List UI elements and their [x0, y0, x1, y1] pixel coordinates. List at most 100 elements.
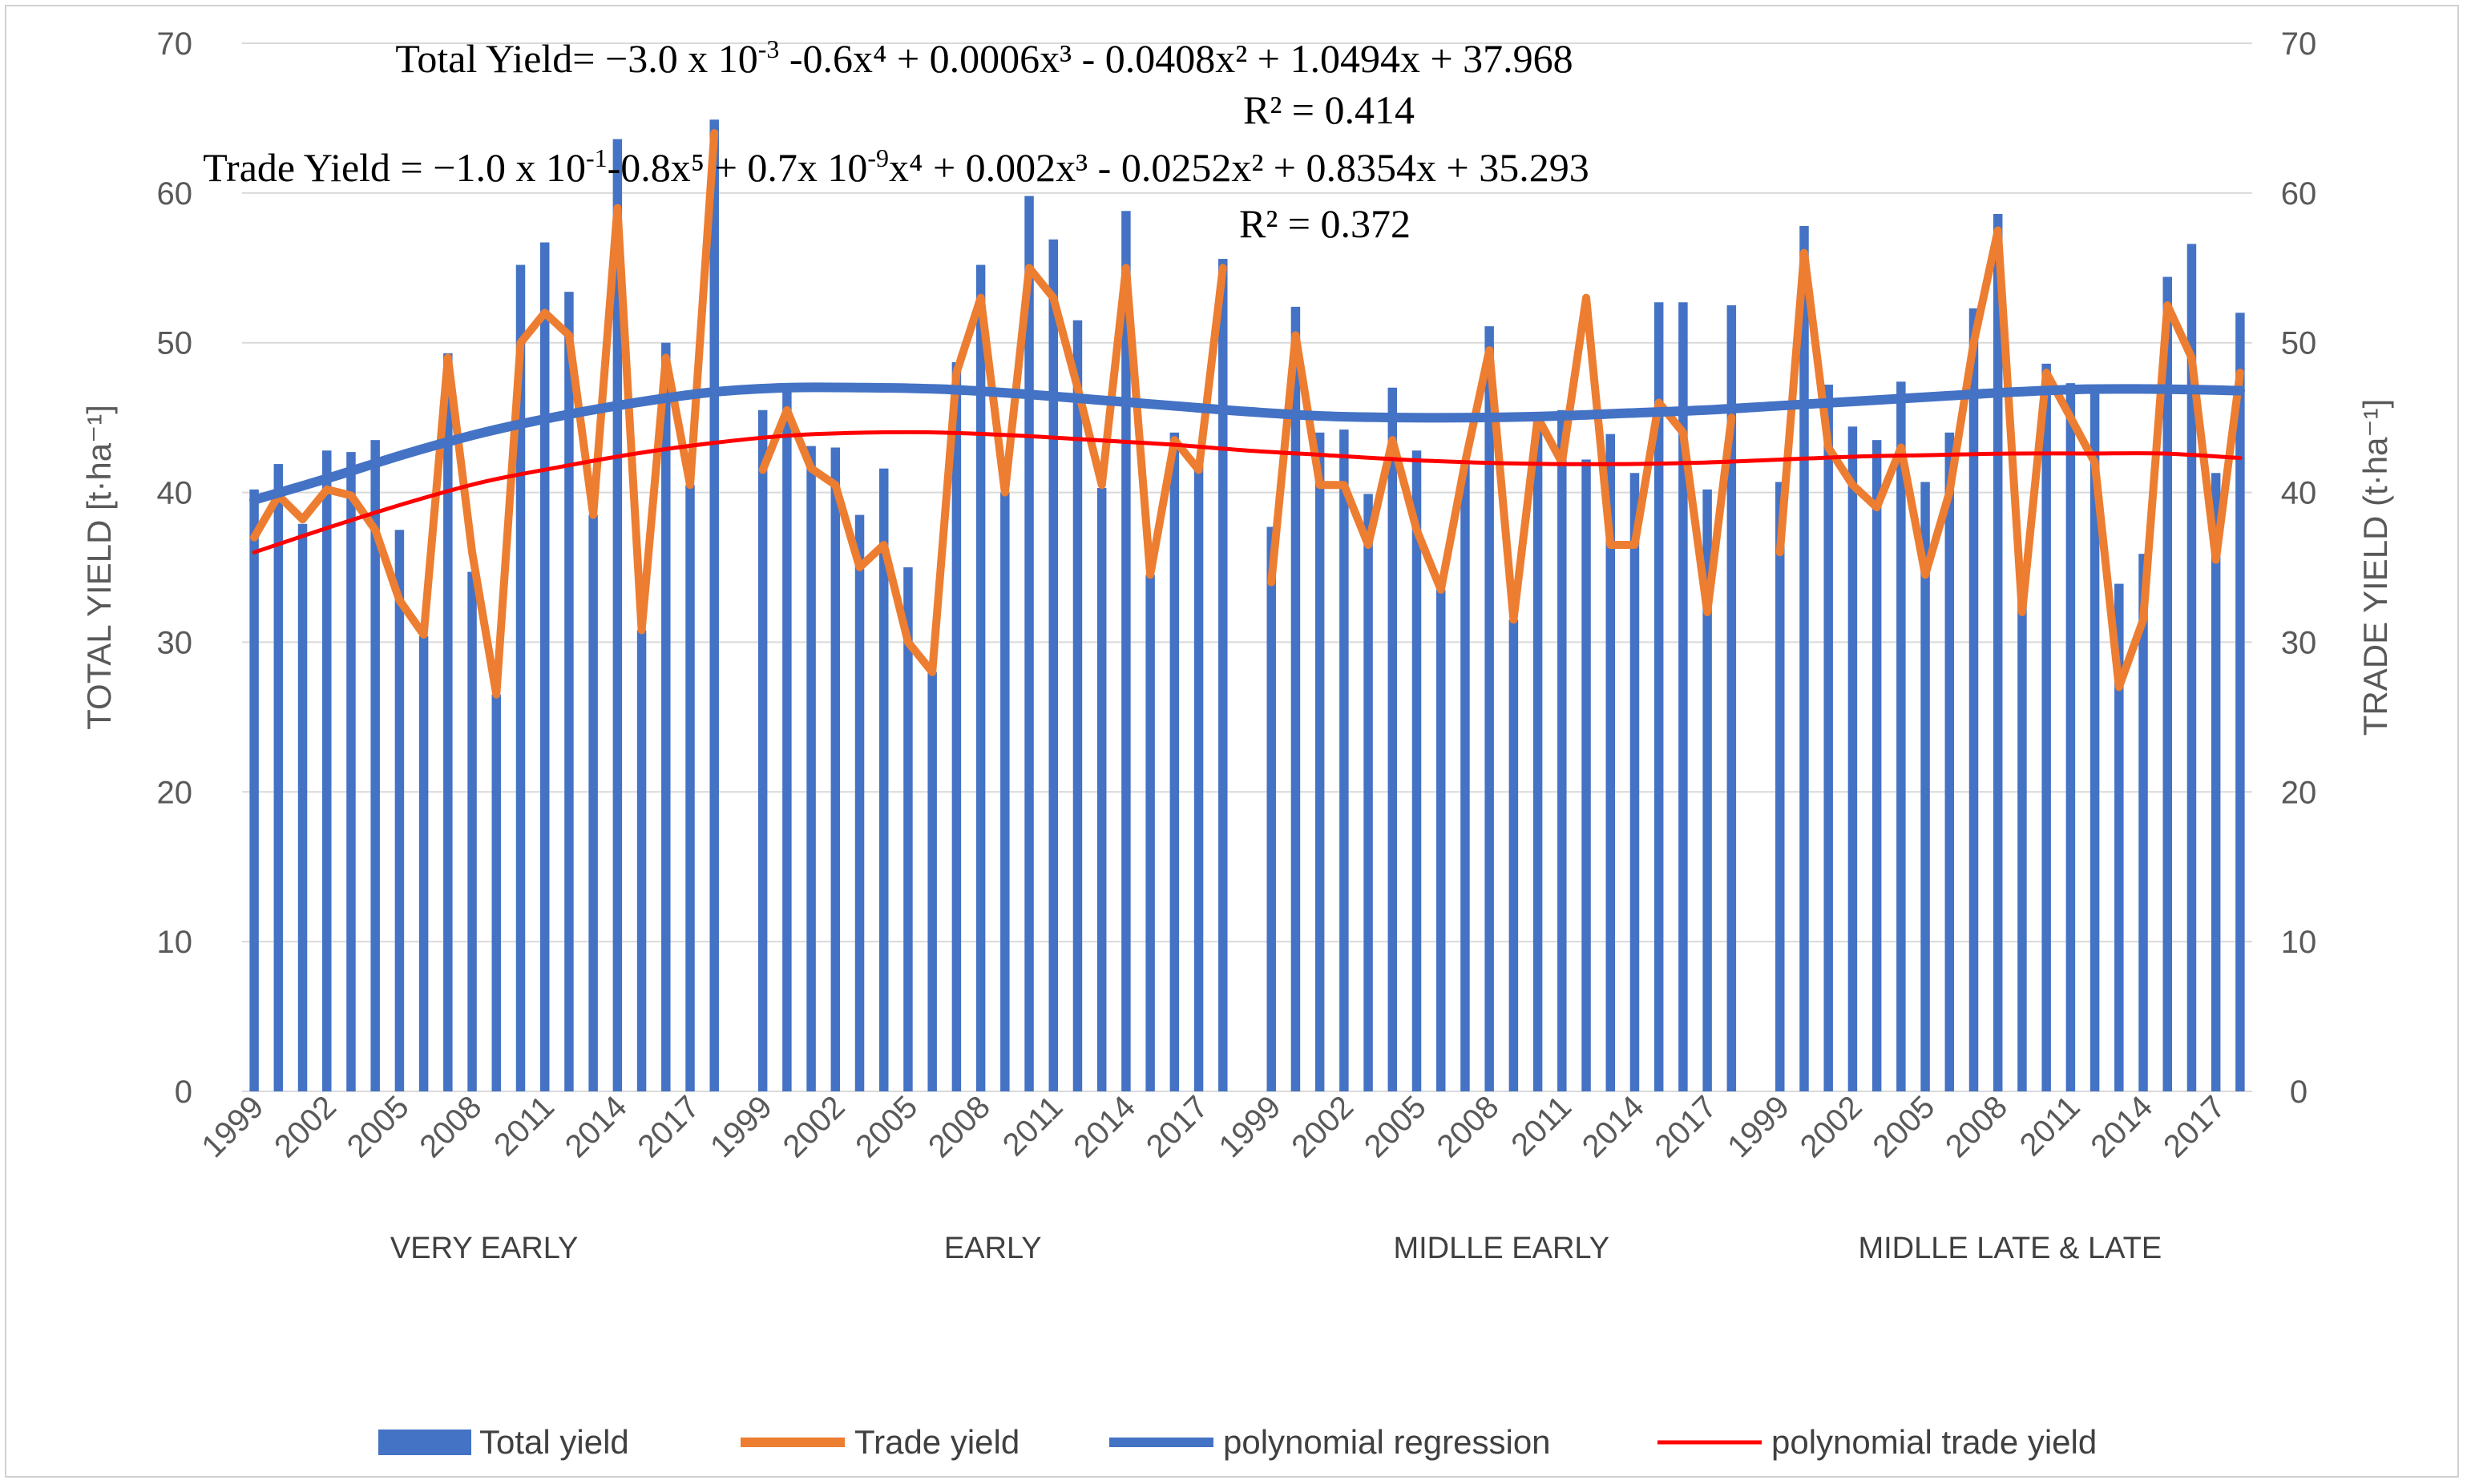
x-tick-label: 2017	[631, 1089, 706, 1164]
total-yield-bar	[1000, 492, 1010, 1091]
x-tick-label: 2011	[2013, 1089, 2087, 1163]
x-tick-label: 2002	[1285, 1089, 1360, 1164]
trade-eq-rest: x⁴ + 0.002x³ - 0.0252x² + 0.8354x + 35.2…	[889, 145, 1589, 190]
x-tick-label: 2008	[1430, 1089, 1505, 1164]
x-tick-label: 1999	[704, 1089, 779, 1164]
total-yield-bar	[1072, 320, 1083, 1092]
total-yield-bar	[588, 514, 598, 1091]
total-yield-bar	[2041, 363, 2051, 1092]
x-tick-label: 2014	[2084, 1089, 2159, 1164]
y-right-tick-label: 0	[2290, 1075, 2308, 1110]
total-yield-bar	[564, 292, 574, 1091]
total-yield-bar	[491, 694, 502, 1091]
total-yield-bar	[1145, 575, 1155, 1091]
y-left-axis-title: TOTAL YIELD [t·ha⁻¹]	[80, 405, 118, 730]
y-right-tick-label: 30	[2281, 625, 2317, 660]
y-right-tick-label: 40	[2281, 476, 2317, 511]
total-yield-bar	[1847, 426, 1858, 1091]
total-yield-bar	[2235, 313, 2245, 1091]
total-yield-bar	[1411, 450, 1422, 1091]
polynomial-trade-yield-line	[252, 429, 2243, 554]
y-left-tick-label: 0	[175, 1075, 192, 1110]
total-yield-bar	[322, 450, 332, 1091]
total-yield-bar	[1896, 381, 1906, 1092]
total-yield-bar	[249, 489, 259, 1091]
total-yield-bar	[830, 447, 841, 1091]
total-yield-equation: Total Yield= −3.0 x 10-3 -0.6x⁴ + 0.0006…	[395, 34, 1573, 81]
total-yield-bar	[1266, 526, 1276, 1091]
x-tick-label: 2014	[1067, 1089, 1142, 1164]
y-left-tick-label: 70	[157, 26, 193, 62]
total-yield-bar	[297, 523, 308, 1091]
x-tick-label: 2005	[1866, 1089, 1941, 1164]
total-yield-bar	[661, 342, 671, 1091]
x-tick-label: 2005	[1358, 1089, 1433, 1164]
x-tick-label: 2017	[1140, 1089, 1215, 1164]
chart-frame: 0 10 20 30 40 50 60 70 0 10 20 30 40 50 60 70 1999 2002…	[5, 5, 2459, 1478]
total-yield-bar	[2065, 383, 2076, 1091]
x-axis-ticks: 1999200220052008201120142017199920022005…	[195, 1089, 2232, 1164]
total-yield-bar	[1653, 302, 1664, 1092]
x-tick-label: 1999	[1213, 1089, 1288, 1164]
x-tick-label: 1999	[195, 1089, 270, 1164]
x-tick-label: 2011	[996, 1089, 1070, 1163]
total-yield-bar	[1944, 432, 1955, 1091]
total-yield-bar	[975, 264, 986, 1091]
y-right-tick-label: 20	[2281, 775, 2317, 810]
total-yield-bar	[1169, 432, 1180, 1091]
group-labels: VERY EARLY EARLY MIDLLE EARLY MIDLLE LATE &…	[390, 1232, 2162, 1265]
trade-eq-exponent-1: -1	[586, 143, 608, 172]
total-yield-bar	[1581, 459, 1591, 1091]
y-right-axis-title: TRADE YIELD (t·ha⁻¹]	[2356, 399, 2394, 736]
total-yield-bar	[1024, 196, 1034, 1092]
x-tick-label: 2008	[922, 1089, 997, 1164]
total-yield-bar	[1290, 306, 1301, 1092]
total-yield-bar	[2089, 389, 2100, 1091]
total-yield-bar	[467, 571, 477, 1091]
total-yield-bar	[1799, 225, 1809, 1092]
y-right-tick-label: 60	[2281, 176, 2317, 212]
x-tick-label: 2017	[2157, 1089, 2232, 1164]
group-label: MIDLLE LATE & LATE	[1858, 1232, 2162, 1265]
trade-yield-line	[1267, 293, 1736, 624]
total-yield-bar	[1218, 259, 1228, 1092]
left-axis-ticks: 0 10 20 30 40 50 60 70	[157, 26, 193, 1110]
total-yield-bar	[2162, 276, 2172, 1091]
total-yield-bar	[1871, 440, 1882, 1091]
total-yield-bar	[2211, 473, 2221, 1091]
total-yield-bar	[636, 630, 647, 1091]
total-yield-bar	[612, 139, 623, 1091]
polynomial-regression-line	[249, 382, 2245, 505]
series-lines	[249, 129, 2245, 699]
legend-swatch-total-yield	[378, 1430, 471, 1455]
right-axis-ticks: 0 10 20 30 40 50 60 70	[2281, 26, 2317, 1110]
total-yield-bar	[1993, 214, 2003, 1092]
total-yield-bar	[1629, 473, 1640, 1091]
y-left-tick-label: 60	[157, 176, 193, 212]
total-yield-bar	[1968, 308, 1979, 1091]
total-yield-bar	[443, 353, 453, 1091]
total-yield-r2: R² = 0.414	[1243, 87, 1415, 132]
total-yield-bar	[927, 671, 937, 1091]
legend-label-trade-yield: Trade yield	[854, 1423, 1020, 1461]
x-tick-label: 2011	[1504, 1089, 1578, 1163]
total-yield-bar	[757, 409, 768, 1091]
total-yield-bar	[1460, 462, 1470, 1091]
trade-yield-r2: R² = 0.372	[1239, 201, 1411, 246]
y-right-tick-label: 10	[2281, 925, 2317, 960]
total-yield-bar	[903, 567, 913, 1091]
total-eq-rest: -0.6x⁴ + 0.0006x³ - 0.0408x² + 1.0494x +…	[779, 36, 1573, 81]
total-yield-bar	[1920, 482, 1930, 1091]
y-left-tick-label: 20	[157, 775, 193, 810]
total-yield-bar	[951, 362, 962, 1091]
total-yield-bar	[1678, 302, 1688, 1092]
total-yield-bar	[1823, 385, 1833, 1091]
total-yield-bar	[782, 390, 792, 1092]
total-yield-bar	[1387, 387, 1398, 1091]
group-label: EARLY	[944, 1232, 1042, 1265]
y-left-tick-label: 10	[157, 925, 193, 960]
total-yield-bar	[879, 468, 889, 1091]
total-yield-bar	[1508, 619, 1519, 1091]
total-yield-bar	[1314, 432, 1325, 1091]
total-yield-bar	[1435, 590, 1446, 1091]
